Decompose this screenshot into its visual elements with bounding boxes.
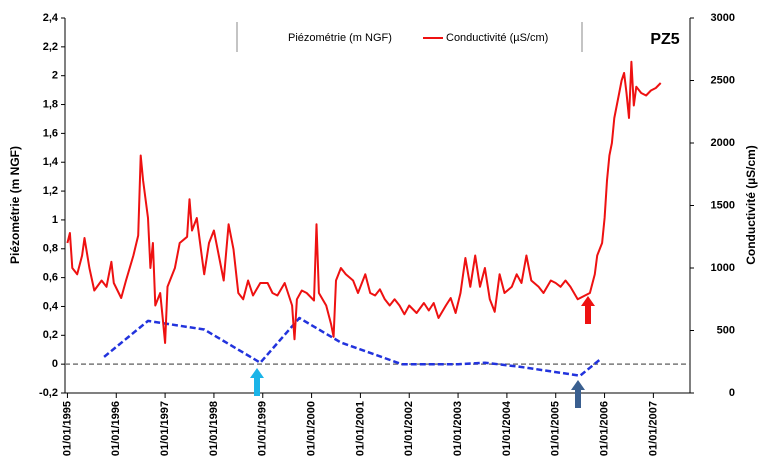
annotation-arrow [571,380,585,408]
y2-tick-label: 1500 [711,199,735,211]
y-tick-label: -0,2 [39,387,58,399]
y-tick-label: 0,2 [43,329,58,341]
y2-axis-label: Conductivité (µS/cm) [744,145,758,265]
y-tick-label: 2,4 [43,12,59,24]
y-tick-label: 2,2 [43,41,58,53]
x-tick-label: 01/01/1998 [208,401,220,456]
x-tick-label: 01/01/1997 [159,401,171,456]
y-tick-label: 1,2 [43,185,58,197]
x-tick-label: 01/01/1995 [61,401,73,456]
y-tick-label: 0,8 [43,243,58,255]
x-tick-label: 01/01/2003 [452,401,464,456]
y2-tick-label: 3000 [711,12,735,24]
y2-tick-label: 0 [729,387,735,399]
y-tick-label: 0,6 [43,272,58,284]
y2-tick-label: 1000 [711,262,735,274]
series-line [66,60,662,344]
y-tick-label: 1,6 [43,127,58,139]
x-tick-label: 01/01/2005 [550,401,562,456]
chart-title: PZ5 [650,31,679,48]
y2-tick-label: 2500 [711,74,735,86]
x-tick-label: 01/01/2001 [354,401,366,456]
x-tick-label: 01/01/2002 [403,401,415,456]
y-tick-label: 0,4 [43,300,59,312]
legend-label: Conductivité (µS/cm) [446,32,548,44]
x-tick-label: 01/01/2000 [305,401,317,456]
y-tick-label: 1,4 [43,156,59,168]
y2-tick-label: 500 [717,324,735,336]
y2-tick-label: 2000 [711,137,735,149]
x-tick-label: 01/01/1999 [257,401,269,456]
y-tick-label: 0 [52,358,58,370]
series-line [103,316,601,377]
x-tick-label: 01/01/2006 [598,401,610,456]
legend-label: Piézométrie (m NGF) [288,32,392,44]
x-tick-label: 01/01/2007 [647,401,659,456]
y-tick-label: 1 [52,214,58,226]
y-tick-label: 2 [52,70,58,82]
y-tick-label: 1,8 [43,98,58,110]
x-tick-label: 01/01/2004 [501,400,513,456]
annotation-arrow [250,368,264,396]
annotation-arrow [581,296,595,324]
x-tick-label: 01/01/1996 [110,401,122,456]
y-axis-label: Piézométrie (m NGF) [8,146,22,264]
